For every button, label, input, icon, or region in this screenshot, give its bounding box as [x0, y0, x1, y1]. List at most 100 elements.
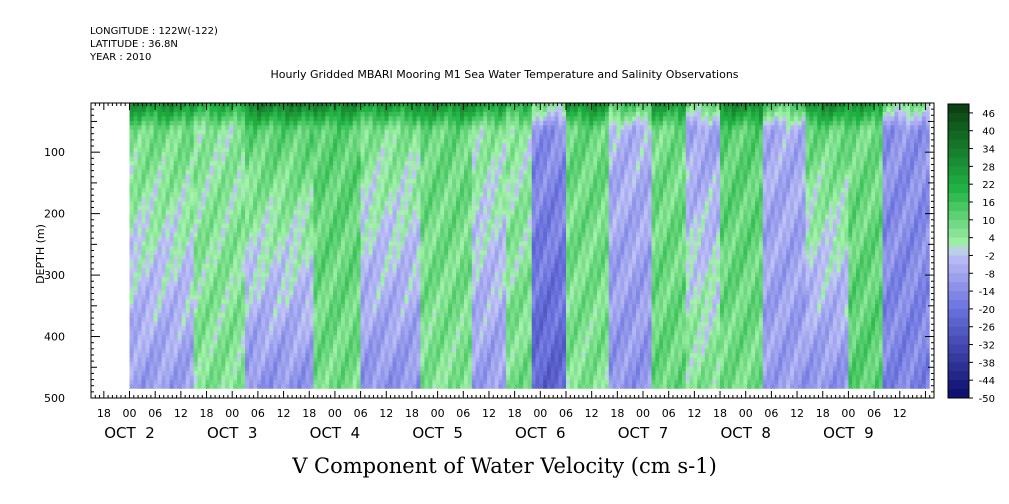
heatmap-cell [380, 308, 386, 314]
heatmap-cell [249, 384, 254, 389]
heatmap-cell [165, 138, 171, 144]
heatmap-cell [321, 330, 326, 336]
heatmap-cell [301, 321, 307, 327]
heatmap-cell [221, 138, 226, 144]
heatmap-cell [380, 174, 386, 180]
heatmap-cell [173, 250, 179, 256]
heatmap-cell [217, 165, 222, 171]
heatmap-cell [317, 187, 322, 193]
heatmap-cell [193, 379, 199, 385]
heatmap-cell [380, 120, 386, 126]
heatmap-cell [420, 183, 426, 189]
heatmap-cell [408, 348, 414, 354]
heatmap-cell [181, 348, 187, 354]
heatmap-cell [145, 228, 151, 234]
heatmap-cell [141, 107, 147, 113]
heatmap-cell [392, 290, 398, 296]
heatmap-cell [181, 379, 187, 385]
heatmap-cell [301, 165, 307, 171]
heatmap-cell [261, 259, 266, 265]
heatmap-cell [157, 161, 163, 167]
heatmap-cell [364, 134, 370, 140]
heatmap-cell [197, 290, 203, 296]
heatmap-cell [352, 205, 358, 211]
heatmap-cell [337, 107, 342, 113]
heatmap-cell [153, 250, 159, 256]
heatmap-cell [400, 299, 406, 305]
heatmap-cell [229, 210, 234, 216]
heatmap-cell [424, 116, 429, 122]
heatmap-cell [233, 312, 238, 318]
heatmap-cell [261, 295, 266, 301]
heatmap-cell [340, 375, 346, 381]
heatmap-cell [161, 111, 167, 117]
heatmap-cell [245, 138, 250, 144]
heatmap-cell [193, 361, 199, 368]
heatmap-cell [197, 165, 203, 171]
heatmap-cell [436, 330, 441, 336]
heatmap-cell [396, 129, 402, 135]
heatmap-cell [412, 361, 418, 368]
heatmap-cell [376, 295, 382, 301]
heatmap-cell [333, 281, 338, 287]
heatmap-cell [404, 353, 410, 359]
heatmap-cell [273, 366, 278, 372]
heatmap-cell [333, 295, 338, 301]
heatmap-cell [141, 201, 147, 207]
heatmap-cell [388, 384, 394, 389]
heatmap-cell [344, 384, 350, 389]
heatmap-cell [380, 169, 386, 176]
heatmap-cell [265, 299, 270, 305]
heatmap-cell [384, 223, 390, 229]
heatmap-cell [145, 236, 151, 243]
heatmap-cell [416, 366, 422, 372]
heatmap-cell [165, 245, 171, 251]
heatmap-cell [157, 303, 163, 310]
heatmap-cell [321, 192, 326, 198]
heatmap-cell [400, 232, 406, 238]
heatmap-cell [384, 277, 390, 283]
heatmap-cell [245, 107, 250, 113]
heatmap-cell [285, 281, 290, 287]
heatmap-cell [321, 134, 326, 140]
heatmap-cell [253, 366, 258, 372]
heatmap-cell [265, 165, 270, 171]
heatmap-cell [145, 138, 151, 144]
heatmap-cell [237, 107, 242, 113]
heatmap-cell [313, 134, 319, 140]
heatmap-cell [265, 228, 270, 234]
heatmap-cell [392, 214, 398, 220]
heatmap-cell [225, 205, 230, 211]
heatmap-cell [364, 210, 370, 216]
heatmap-cell [301, 147, 307, 153]
heatmap-cell [340, 201, 346, 207]
heatmap-cell [340, 152, 346, 158]
heatmap-cell [157, 370, 163, 376]
heatmap-cell [165, 196, 171, 202]
heatmap-cell [129, 183, 135, 189]
heatmap-cell [313, 205, 319, 211]
heatmap-cell [177, 156, 183, 162]
heatmap-cell [400, 169, 406, 176]
heatmap-cell [193, 178, 199, 184]
heatmap-cell [432, 232, 437, 238]
heatmap-cell [321, 366, 326, 372]
heatmap-cell [428, 111, 433, 117]
heatmap-cell [428, 384, 433, 389]
heatmap-cell [209, 326, 215, 332]
heatmap-cell [297, 250, 303, 256]
heatmap-cell [145, 219, 151, 225]
heatmap-cell [233, 219, 238, 225]
heatmap-cell [285, 303, 290, 310]
heatmap-cell [137, 361, 143, 368]
heatmap-cell [229, 330, 234, 336]
heatmap-cell [344, 138, 350, 144]
heatmap-cell [376, 263, 382, 269]
heatmap-cell [141, 312, 147, 318]
heatmap-cell [201, 125, 207, 131]
heatmap-cell [424, 201, 429, 207]
heatmap-cell [424, 370, 429, 376]
heatmap-cell [149, 219, 155, 225]
heatmap-cell [217, 357, 222, 363]
heatmap-cell [201, 169, 207, 176]
